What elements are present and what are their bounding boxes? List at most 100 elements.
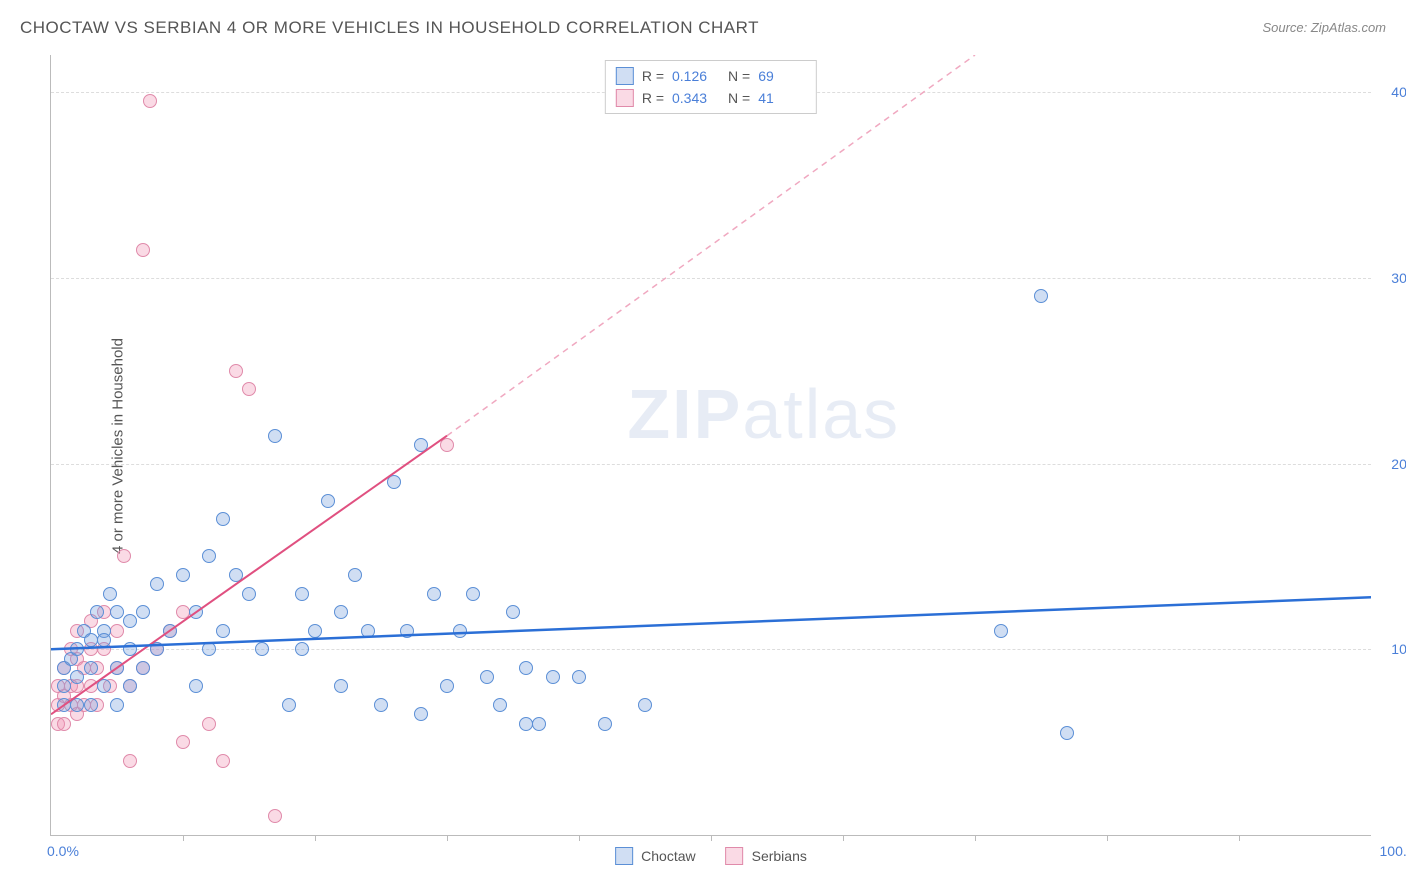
data-point-serbians	[202, 717, 216, 731]
swatch-choctaw	[616, 67, 634, 85]
data-point-choctaw	[84, 661, 98, 675]
data-point-choctaw	[70, 642, 84, 656]
data-point-choctaw	[480, 670, 494, 684]
data-point-choctaw	[493, 698, 507, 712]
data-point-choctaw	[572, 670, 586, 684]
data-point-choctaw	[1060, 726, 1074, 740]
data-point-choctaw	[229, 568, 243, 582]
data-point-choctaw	[466, 587, 480, 601]
data-point-serbians	[110, 624, 124, 638]
data-point-choctaw	[90, 605, 104, 619]
data-point-choctaw	[400, 624, 414, 638]
chart-title: CHOCTAW VS SERBIAN 4 OR MORE VEHICLES IN…	[20, 18, 759, 38]
watermark: ZIPatlas	[627, 374, 900, 454]
data-point-choctaw	[453, 624, 467, 638]
data-point-choctaw	[150, 577, 164, 591]
data-point-choctaw	[546, 670, 560, 684]
x-tick-mark	[975, 835, 976, 841]
x-tick-mark	[843, 835, 844, 841]
data-point-choctaw	[84, 633, 98, 647]
data-point-choctaw	[136, 661, 150, 675]
regression-lines	[51, 55, 1371, 835]
data-point-serbians	[84, 679, 98, 693]
data-point-choctaw	[202, 549, 216, 563]
data-point-choctaw	[295, 642, 309, 656]
data-point-choctaw	[97, 633, 111, 647]
data-point-choctaw	[97, 679, 111, 693]
data-point-choctaw	[387, 475, 401, 489]
data-point-choctaw	[598, 717, 612, 731]
series-legend: Choctaw Serbians	[615, 847, 807, 865]
data-point-choctaw	[519, 717, 533, 731]
x-tick-mark	[315, 835, 316, 841]
data-point-choctaw	[994, 624, 1008, 638]
gridline	[51, 649, 1371, 650]
data-point-serbians	[117, 549, 131, 563]
data-point-choctaw	[57, 679, 71, 693]
x-tick-mark	[579, 835, 580, 841]
y-tick-label: 30.0%	[1376, 270, 1406, 286]
data-point-choctaw	[638, 698, 652, 712]
data-point-choctaw	[189, 605, 203, 619]
x-tick-mark	[447, 835, 448, 841]
data-point-choctaw	[308, 624, 322, 638]
data-point-serbians	[242, 382, 256, 396]
data-point-choctaw	[123, 614, 137, 628]
data-point-choctaw	[295, 587, 309, 601]
data-point-choctaw	[110, 605, 124, 619]
data-point-serbians	[143, 94, 157, 108]
data-point-choctaw	[216, 624, 230, 638]
data-point-choctaw	[414, 707, 428, 721]
data-point-choctaw	[150, 642, 164, 656]
data-point-choctaw	[176, 568, 190, 582]
data-point-serbians	[176, 735, 190, 749]
x-tick-mark	[711, 835, 712, 841]
stats-row-serbians: R = 0.343 N = 41	[616, 87, 806, 109]
legend-swatch-choctaw	[615, 847, 633, 865]
source-label: Source: ZipAtlas.com	[1262, 20, 1386, 35]
data-point-choctaw	[361, 624, 375, 638]
data-point-choctaw	[440, 679, 454, 693]
data-point-serbians	[57, 717, 71, 731]
data-point-choctaw	[414, 438, 428, 452]
data-point-choctaw	[103, 587, 117, 601]
data-point-choctaw	[70, 670, 84, 684]
data-point-choctaw	[110, 661, 124, 675]
data-point-serbians	[123, 754, 137, 768]
chart-container: CHOCTAW VS SERBIAN 4 OR MORE VEHICLES IN…	[0, 0, 1406, 892]
data-point-serbians	[440, 438, 454, 452]
gridline	[51, 464, 1371, 465]
stats-row-choctaw: R = 0.126 N = 69	[616, 65, 806, 87]
data-point-choctaw	[123, 679, 137, 693]
data-point-choctaw	[321, 494, 335, 508]
swatch-serbians	[616, 89, 634, 107]
data-point-choctaw	[110, 698, 124, 712]
data-point-choctaw	[57, 698, 71, 712]
data-point-serbians	[176, 605, 190, 619]
gridline	[51, 278, 1371, 279]
data-point-serbians	[136, 243, 150, 257]
y-tick-label: 10.0%	[1376, 641, 1406, 657]
data-point-choctaw	[427, 587, 441, 601]
data-point-choctaw	[189, 679, 203, 693]
data-point-choctaw	[202, 642, 216, 656]
stats-legend-box: R = 0.126 N = 69 R = 0.343 N = 41	[605, 60, 817, 114]
data-point-choctaw	[242, 587, 256, 601]
data-point-choctaw	[374, 698, 388, 712]
x-tick-label: 100.0%	[1380, 843, 1406, 859]
x-tick-mark	[1107, 835, 1108, 841]
data-point-choctaw	[255, 642, 269, 656]
plot-area: ZIPatlas R = 0.126 N = 69 R = 0.343 N = …	[50, 55, 1371, 836]
data-point-serbians	[268, 809, 282, 823]
data-point-choctaw	[84, 698, 98, 712]
data-point-choctaw	[70, 698, 84, 712]
data-point-choctaw	[282, 698, 296, 712]
data-point-choctaw	[519, 661, 533, 675]
x-tick-mark	[183, 835, 184, 841]
data-point-choctaw	[334, 605, 348, 619]
data-point-choctaw	[506, 605, 520, 619]
data-point-choctaw	[348, 568, 362, 582]
y-tick-label: 20.0%	[1376, 456, 1406, 472]
legend-swatch-serbians	[726, 847, 744, 865]
data-point-choctaw	[136, 605, 150, 619]
